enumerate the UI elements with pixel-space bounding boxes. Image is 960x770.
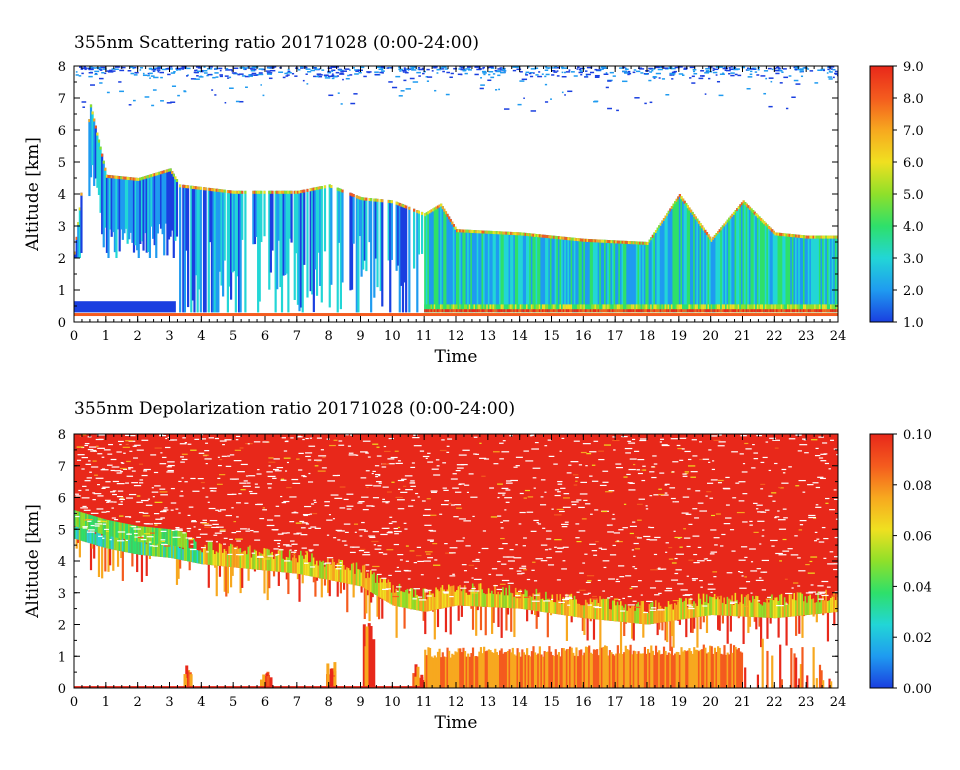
x-tick-label: 0	[70, 329, 78, 344]
colorbar: 1.0 2.0 3.0 4.0 5.0 6.0 7.0 8.0 9.0	[869, 60, 924, 331]
x-tick-label: 19	[671, 695, 688, 710]
x-tick-label: 18	[639, 695, 656, 710]
x-tick-label: 6	[261, 329, 269, 344]
colorbar-tick-label: 3.0	[903, 252, 924, 267]
colorbar-tick-label: 0.08	[903, 479, 932, 494]
colorbar-tick-label: 9.0	[903, 60, 924, 75]
x-tick-label: 8	[325, 695, 333, 710]
x-tick-label: 0	[70, 695, 78, 710]
y-tick-label: 3	[58, 220, 66, 235]
y-tick-label: 5	[58, 523, 66, 538]
x-tick-label: 18	[639, 329, 656, 344]
x-tick-label: 13	[480, 329, 497, 344]
x-tick-label: 11	[416, 695, 433, 710]
x-tick-label: 2	[134, 329, 142, 344]
colorbar-tick-label: 8.0	[903, 92, 924, 107]
x-tick-label: 12	[448, 329, 465, 344]
x-tick-label: 24	[830, 695, 847, 710]
colorbar-gradient	[869, 433, 894, 689]
colorbar-tick-label: 5.0	[903, 188, 924, 203]
y-tick-label: 1	[58, 650, 66, 665]
x-tick-label: 6	[261, 695, 269, 710]
x-tick-label: 23	[798, 695, 815, 710]
x-tick-label: 24	[830, 329, 847, 344]
x-tick-label: 21	[734, 329, 751, 344]
y-axis-label: Altitude [km]	[23, 137, 43, 252]
x-axis-label: Time	[435, 347, 478, 367]
y-tick-label: 4	[58, 188, 66, 203]
x-tick-label: 14	[511, 695, 528, 710]
colorbar-tick-label: 0.06	[903, 530, 932, 545]
x-tick-label: 20	[702, 695, 719, 710]
colorbar-tick-label: 0.00	[903, 682, 932, 697]
x-tick-label: 3	[165, 695, 173, 710]
x-tick-label: 22	[766, 695, 783, 710]
x-tick-label: 19	[671, 329, 688, 344]
x-tick-label: 9	[356, 329, 364, 344]
surface-aerosol-layer	[74, 301, 176, 313]
x-tick-label: 16	[575, 695, 592, 710]
y-axis-label: Altitude [km]	[23, 504, 43, 619]
colorbar-tick-label: 1.0	[903, 316, 924, 331]
x-tick-label: 17	[607, 695, 624, 710]
x-tick-label: 10	[384, 695, 401, 710]
plot-area	[74, 66, 838, 322]
x-tick-label: 21	[734, 695, 751, 710]
x-tick-label: 2	[134, 695, 142, 710]
panel-2: 355nm Depolarization ratio 20171028 (0:0…	[23, 399, 932, 733]
y-tick-label: 7	[58, 92, 66, 107]
x-tick-label: 7	[293, 329, 301, 344]
colorbar-tick-label: 6.0	[903, 156, 924, 171]
y-tick-label: 3	[58, 587, 66, 602]
colorbar: 0.00 0.02 0.04 0.06 0.08 0.10	[869, 428, 932, 697]
colorbar-tick-label: 0.10	[903, 428, 932, 443]
x-tick-label: 16	[575, 329, 592, 344]
x-tick-label: 13	[480, 695, 497, 710]
x-tick-label: 8	[325, 329, 333, 344]
y-tick-label: 0	[58, 682, 66, 697]
x-tick-label: 23	[798, 329, 815, 344]
x-tick-label: 10	[384, 329, 401, 344]
x-tick-label: 7	[293, 695, 301, 710]
chart-title: 355nm Depolarization ratio 20171028 (0:0…	[74, 399, 515, 419]
colorbar-gradient	[869, 65, 894, 323]
x-tick-label: 17	[607, 329, 624, 344]
y-tick-label: 6	[58, 492, 66, 507]
y-tick-label: 2	[58, 252, 66, 267]
colorbar-tick-label: 0.04	[903, 580, 932, 595]
x-tick-label: 14	[511, 329, 528, 344]
y-tick-label: 2	[58, 619, 66, 634]
colorbar-tick-label: 4.0	[903, 220, 924, 235]
y-tick-label: 1	[58, 284, 66, 299]
panel-1: 355nm Scattering ratio 20171028 (0:00-24…	[23, 33, 924, 367]
x-tick-label: 1	[102, 695, 110, 710]
x-tick-label: 1	[102, 329, 110, 344]
y-tick-label: 8	[58, 60, 66, 75]
y-tick-label: 5	[58, 156, 66, 171]
x-tick-label: 11	[416, 329, 433, 344]
x-tick-label: 12	[448, 695, 465, 710]
x-tick-label: 4	[197, 329, 205, 344]
y-tick-label: 7	[58, 460, 66, 475]
x-tick-label: 3	[165, 329, 173, 344]
x-tick-label: 9	[356, 695, 364, 710]
colorbar-tick-label: 7.0	[903, 124, 924, 139]
y-tick-label: 0	[58, 316, 66, 331]
x-tick-label: 22	[766, 329, 783, 344]
chart-title: 355nm Scattering ratio 20171028 (0:00-24…	[74, 33, 479, 53]
colorbar-tick-label: 2.0	[903, 284, 924, 299]
colorbar-tick-label: 0.02	[903, 631, 932, 646]
plot-area	[74, 434, 838, 688]
x-tick-label: 4	[197, 695, 205, 710]
y-tick-label: 4	[58, 555, 66, 570]
x-tick-label: 5	[229, 695, 237, 710]
y-tick-label: 6	[58, 124, 66, 139]
x-tick-label: 20	[702, 329, 719, 344]
x-axis-label: Time	[435, 713, 478, 733]
x-tick-label: 5	[229, 329, 237, 344]
x-tick-label: 15	[543, 695, 560, 710]
y-tick-label: 8	[58, 428, 66, 443]
x-tick-label: 15	[543, 329, 560, 344]
